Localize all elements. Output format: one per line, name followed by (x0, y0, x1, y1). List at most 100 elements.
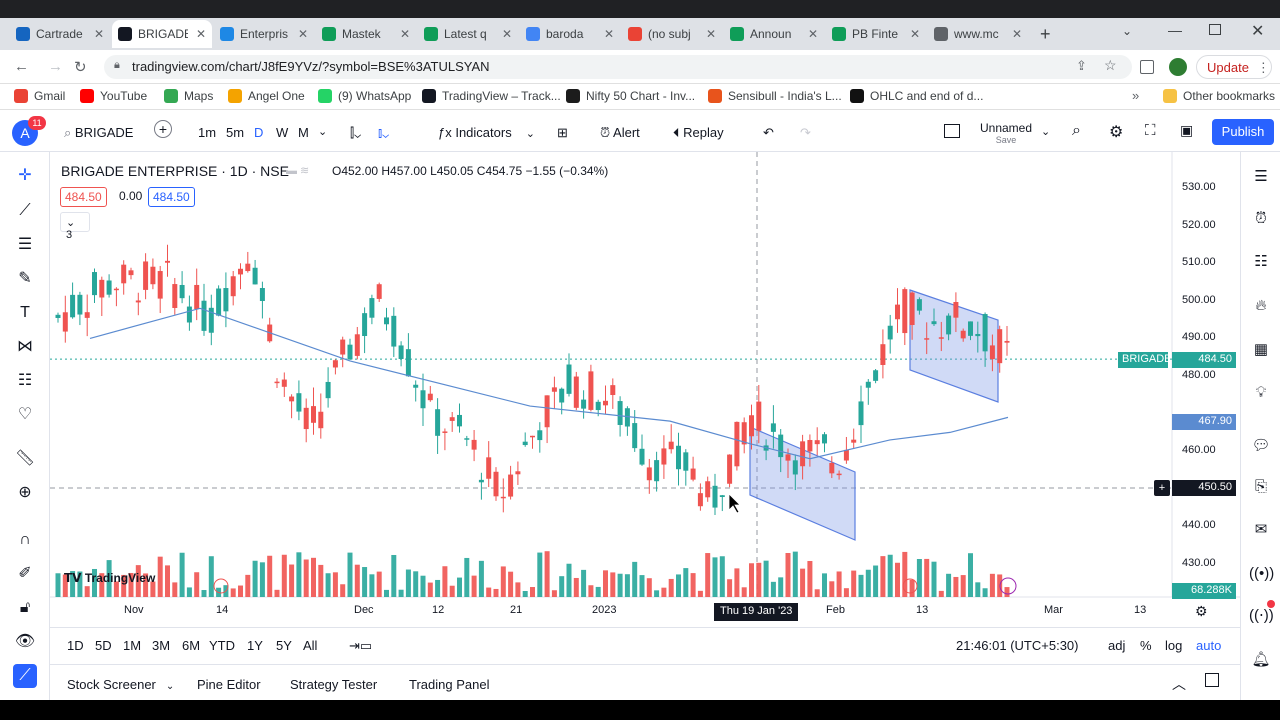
bookmark-item[interactable]: YouTube (80, 89, 147, 103)
chats-icon[interactable]: 💬︎ (1251, 437, 1271, 454)
interval-m[interactable]: M (298, 125, 309, 140)
pine-editor-tab[interactable]: Pine Editor (197, 677, 261, 692)
notes-icon[interactable]: ✉ (1254, 521, 1268, 538)
bookmark-item[interactable]: Sensibull - India's L... (708, 89, 842, 103)
interval-dropdown-icon[interactable]: ⌄ (318, 126, 328, 138)
more-bookmarks-icon[interactable]: » (1132, 88, 1140, 103)
log-toggle[interactable]: log (1165, 638, 1183, 653)
close-window-icon[interactable]: ✕ (1251, 23, 1265, 40)
hide-drawings-icon[interactable]: 👁︎ (14, 633, 36, 650)
symbol-search[interactable]: ⌕ BRIGADE (64, 125, 133, 141)
back-icon[interactable]: ← (14, 58, 29, 75)
forward-icon[interactable]: → (48, 58, 63, 75)
indicators-button[interactable]: ƒx Indicators ⌄ (438, 125, 535, 140)
bookmark-item[interactable]: Maps (164, 89, 213, 103)
calendar-icon[interactable]: ▦ (1253, 341, 1269, 358)
range-ytd[interactable]: YTD (209, 638, 235, 653)
url-field[interactable]: 🔒︎ tradingview.com/chart/J8fE9YVz/?symbo… (104, 55, 1132, 79)
browser-tab[interactable]: baroda ✕ (520, 20, 620, 48)
reload-icon[interactable]: ↻ (74, 59, 87, 76)
restore-icon[interactable] (1209, 24, 1221, 35)
range-3m[interactable]: 3M (152, 638, 171, 653)
close-tab-icon[interactable]: ✕ (807, 27, 818, 41)
axis-settings-gear-icon[interactable]: ⚙ (1195, 603, 1208, 619)
percent-toggle[interactable]: % (1140, 638, 1152, 653)
ruler-icon[interactable]: 📏︎ (14, 450, 36, 467)
update-button[interactable]: Update ⋮ (1196, 55, 1272, 79)
crosshair-icon[interactable]: ✛ (18, 167, 32, 184)
close-tab-icon[interactable]: ✕ (603, 27, 614, 41)
quick-search-icon[interactable]: ⌕ (1072, 122, 1081, 139)
browser-tab[interactable]: (no subj ✕ (622, 20, 722, 48)
tab-search-icon[interactable]: ⌄ (1122, 24, 1133, 38)
browser-tab[interactable]: PB Finte ✕ (826, 20, 926, 48)
pattern-icon[interactable]: ⋈ (17, 338, 33, 355)
bookmark-item[interactable]: Gmail (14, 89, 65, 103)
hotlists-fire-icon[interactable]: 🔥︎ (1255, 297, 1267, 314)
auto-toggle[interactable]: auto (1196, 638, 1222, 653)
browser-tab[interactable]: Latest q ✕ (418, 20, 518, 48)
bookmark-star-icon[interactable]: ☆ (1104, 57, 1117, 73)
interval-1m[interactable]: 1m (198, 125, 217, 140)
other-bookmarks[interactable]: Other bookmarks (1163, 89, 1275, 103)
interval-5m[interactable]: 5m (226, 125, 245, 140)
fullscreen-icon[interactable]: ⛶ (1145, 122, 1156, 139)
range-1m[interactable]: 1M (123, 638, 142, 653)
strategy-tester-tab[interactable]: Strategy Tester (290, 677, 378, 692)
bookmark-item[interactable]: OHLC and end of d... (850, 89, 983, 103)
close-tab-icon[interactable]: ✕ (195, 27, 206, 41)
close-tab-icon[interactable]: ✕ (501, 27, 512, 41)
alerts-clock-icon[interactable]: ⏰︎ (1255, 210, 1267, 227)
browser-tab[interactable]: BRIGADE ✕ (112, 20, 212, 48)
broadcast-icon[interactable]: ((•)) (1249, 565, 1275, 582)
magnet-icon[interactable]: ∩ (19, 531, 31, 548)
side-panel-icon[interactable] (1140, 60, 1154, 74)
close-tab-icon[interactable]: ✕ (705, 27, 716, 41)
layout-menu-icon[interactable]: ⌄ (1041, 126, 1051, 138)
replay-button[interactable]: ⏴ Replay (673, 125, 724, 141)
new-tab-button[interactable]: + (1040, 24, 1051, 44)
compare-symbol-button[interactable]: + (154, 120, 172, 138)
range-6m[interactable]: 6M (182, 638, 201, 653)
browser-tab[interactable]: Mastek ✕ (316, 20, 416, 48)
maximize-panel-icon[interactable] (1205, 673, 1219, 687)
browser-tab[interactable]: Enterpris ✕ (214, 20, 314, 48)
redo-icon[interactable]: ↷ (800, 125, 811, 140)
undo-icon[interactable]: ↶ (763, 125, 774, 140)
range-1y[interactable]: 1Y (247, 638, 263, 653)
snapshot-camera-icon[interactable]: ▣ (1180, 122, 1194, 138)
object-tree-icon[interactable]: ⟋ (13, 664, 37, 688)
range-all[interactable]: All (303, 638, 318, 653)
bookmark-item[interactable]: TradingView – Track... (422, 89, 561, 103)
notifications-bell-icon[interactable]: 🔔︎ (1251, 651, 1271, 668)
alert-button[interactable]: ⏰︎ Alert (600, 125, 640, 141)
sell-price-box[interactable]: 484.50 (60, 187, 107, 207)
settings-gear-icon[interactable]: ⚙ (1109, 124, 1124, 141)
favorites-heart-icon[interactable]: ♡ (17, 406, 33, 423)
zoom-in-icon[interactable]: ⊕ (18, 484, 32, 501)
text-tool-icon[interactable]: T (20, 304, 30, 321)
bookmark-item[interactable]: (9) WhatsApp (318, 89, 411, 103)
trendline-icon[interactable]: ⟋ (19, 202, 31, 219)
close-tab-icon[interactable]: ✕ (399, 27, 410, 41)
close-tab-icon[interactable]: ✕ (1011, 27, 1022, 41)
lock-drawings-icon[interactable]: 🔓︎ (19, 599, 31, 616)
expand-panel-icon[interactable]: ︿ (1172, 676, 1186, 692)
bookmark-item[interactable]: Angel One (228, 89, 305, 103)
fib-icon[interactable]: ☰ (17, 236, 33, 253)
ideas-bulb-icon[interactable]: 💡︎ (1255, 384, 1267, 401)
add-alert-plus-icon[interactable]: + (1154, 480, 1170, 496)
layout-name-button[interactable]: Unnamed Save (976, 121, 1036, 145)
chart-pane[interactable]: BRIGADE ENTERPRISE · 1D · NSE ▬ ≋ O452.0… (50, 152, 1240, 627)
sound-icon[interactable]: ((⋅)) (1249, 607, 1274, 624)
clock-text[interactable]: 21:46:01 (UTC+5:30) (956, 638, 1079, 653)
goto-date-icon[interactable]: ⇥▭ (349, 638, 373, 653)
publish-button[interactable]: Publish (1212, 119, 1274, 145)
share-icon[interactable]: ⇪ (1076, 58, 1087, 73)
watchlist-icon[interactable]: ☰ (1254, 168, 1268, 185)
trading-panel-tab[interactable]: Trading Panel (409, 677, 490, 692)
layout-icon[interactable] (944, 124, 960, 138)
bookmark-item[interactable]: Nifty 50 Chart - Inv... (566, 89, 695, 103)
range-1d[interactable]: 1D (67, 638, 84, 653)
adj-toggle[interactable]: adj (1108, 638, 1126, 653)
